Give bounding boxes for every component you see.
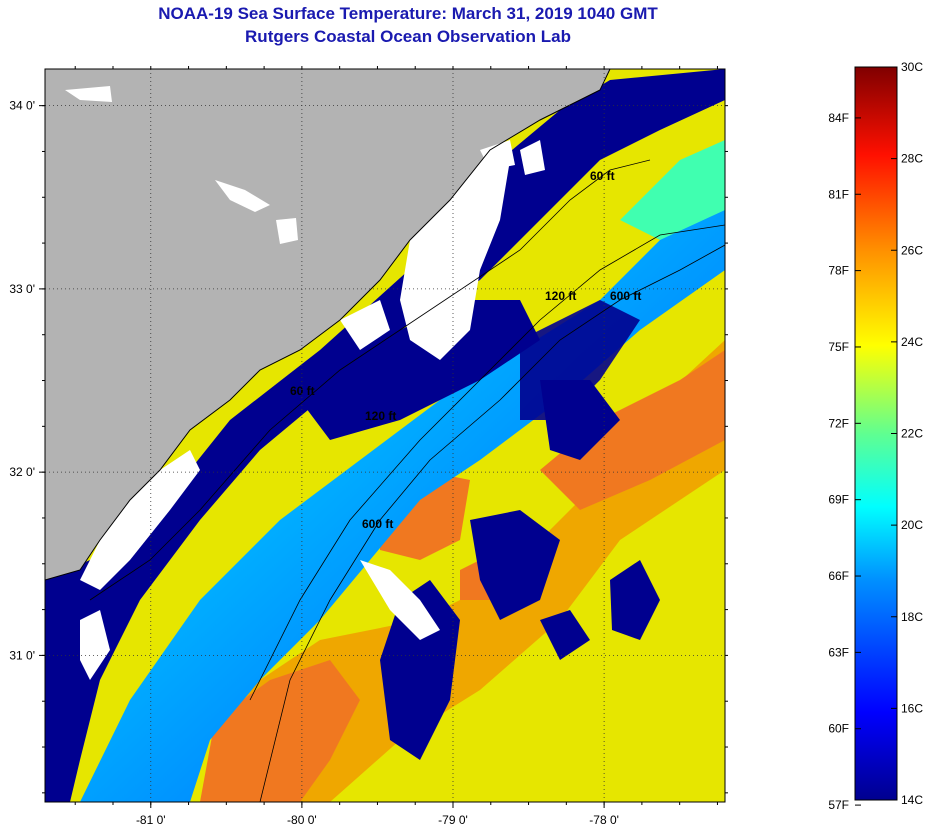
colorbar-f-label: 66F <box>828 569 849 583</box>
contour-label-600ft-north: 600 ft <box>610 289 641 303</box>
colorbar-c-label: 24C <box>901 335 923 349</box>
lat-tick-label: 31 0' <box>9 648 35 662</box>
colorbar-f-label: 75F <box>828 340 849 354</box>
lon-tick-label: -78 0' <box>589 813 619 827</box>
map-axes: -81 0' -80 0' -79 0' -78 0' 34 0' 33 0' 32 0' 3… <box>9 66 728 827</box>
contour-label-60ft-north: 60 ft <box>590 169 615 183</box>
contour-label-120ft-north: 120 ft <box>545 289 576 303</box>
colorbar-c-label: 28C <box>901 152 923 166</box>
colorbar-f-label: 72F <box>828 416 849 430</box>
colorbar-c-label: 18C <box>901 610 923 624</box>
map-title: NOAA-19 Sea Surface Temperature: March 3… <box>158 4 658 23</box>
colorbar-c-label: 22C <box>901 427 923 441</box>
colorbar-c-label: 16C <box>901 701 923 715</box>
colorbar-f-label: 78F <box>828 264 849 278</box>
lat-tick-label: 34 0' <box>9 99 35 113</box>
contour-label-120ft-south: 120 ft <box>365 409 396 423</box>
colorbar-c-label: 20C <box>901 518 923 532</box>
colorbar-f-label: 69F <box>828 493 849 507</box>
colorbar-f-label: 81F <box>828 187 849 201</box>
contour-label-600ft-south: 600 ft <box>362 517 393 531</box>
lon-tick-label: -80 0' <box>287 813 317 827</box>
sst-image <box>45 69 725 802</box>
colorbar-f-label: 63F <box>828 645 849 659</box>
colorbar-f-label: 57F <box>828 798 849 812</box>
lon-tick-label: -81 0' <box>136 813 166 827</box>
lon-tick-label: -79 0' <box>438 813 468 827</box>
lat-tick-label: 33 0' <box>9 282 35 296</box>
colorbar-c-label: 26C <box>901 243 923 257</box>
colorbar-f-label: 60F <box>828 722 849 736</box>
contour-label-60ft-south: 60 ft <box>290 384 315 398</box>
graticule <box>45 69 725 802</box>
colorbar-f-label: 84F <box>828 111 849 125</box>
colorbar <box>854 66 898 801</box>
map-subtitle: Rutgers Coastal Ocean Observation Lab <box>245 27 571 46</box>
colorbar-c-label: 14C <box>901 793 923 807</box>
colorbar-c-label: 30C <box>901 60 923 74</box>
map-frame <box>44 68 726 803</box>
lat-tick-label: 32 0' <box>9 465 35 479</box>
colorbar-ticks: 30C 28C 26C 24C 22C 20C 18C 16C 14C 84F 81F 78F 75F 7… <box>828 60 923 812</box>
